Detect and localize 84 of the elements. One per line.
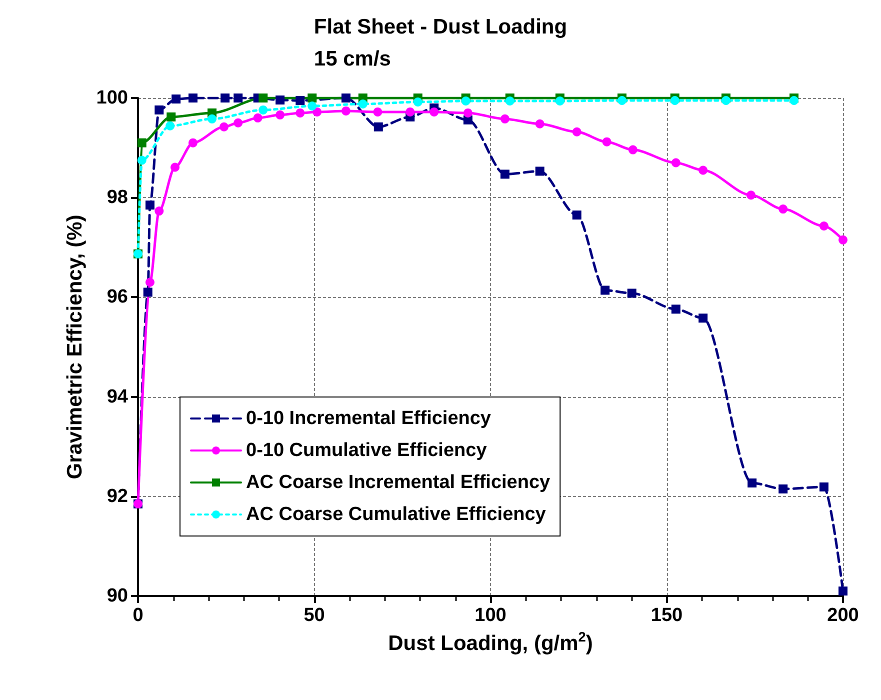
point <box>234 94 243 102</box>
chart-subtitle: 15 cm/s <box>314 48 391 70</box>
point <box>276 110 285 120</box>
point <box>600 286 610 295</box>
point <box>413 97 422 106</box>
point <box>698 314 708 323</box>
point <box>671 304 680 314</box>
point <box>500 114 510 124</box>
x-tick-label: 50 <box>304 605 325 626</box>
point <box>819 482 828 492</box>
point <box>748 478 757 488</box>
point <box>258 94 268 102</box>
point <box>628 145 638 154</box>
point <box>572 127 582 136</box>
point <box>778 484 788 494</box>
point <box>341 94 350 102</box>
point <box>838 235 848 244</box>
point <box>505 96 514 106</box>
point <box>296 108 305 118</box>
point <box>308 94 317 102</box>
point <box>154 206 164 216</box>
point <box>838 586 848 596</box>
point <box>670 96 680 105</box>
point <box>308 101 317 110</box>
point <box>296 96 305 105</box>
y-tick-label: 98 <box>106 187 128 208</box>
x-tick-label: 100 <box>474 605 506 626</box>
point <box>819 221 828 230</box>
point <box>778 204 788 214</box>
y-tick-label: 94 <box>106 386 128 408</box>
point <box>671 158 680 168</box>
point <box>220 94 230 102</box>
y-tick-label: 90 <box>106 586 128 606</box>
point <box>602 137 612 146</box>
point <box>535 119 544 128</box>
point <box>746 190 756 200</box>
x-tick-label: 150 <box>650 605 683 626</box>
point <box>143 288 152 297</box>
point <box>253 113 262 122</box>
point <box>341 106 350 116</box>
point <box>461 96 470 106</box>
x-tick-label: 0 <box>132 605 144 626</box>
point <box>208 114 217 124</box>
point <box>166 112 176 122</box>
y-axis-title: Gravimetric Efficiency, (%) <box>63 214 86 480</box>
point <box>406 107 415 116</box>
point <box>220 122 229 132</box>
point <box>312 107 322 116</box>
point <box>555 96 564 106</box>
point <box>535 166 544 176</box>
legend-label: 0-10 Incremental Efficiency <box>246 408 492 429</box>
legend-label: AC Coarse Cumulative Efficiency <box>246 504 546 525</box>
point <box>463 108 472 118</box>
point <box>154 105 164 114</box>
point <box>721 96 730 105</box>
legend-label: AC Coarse Incremental Efficiency <box>246 472 551 493</box>
point <box>188 138 198 148</box>
y-tick-label: 92 <box>106 486 128 507</box>
legend-label: 0-10 Cumulative Efficiency <box>246 440 488 461</box>
point <box>500 170 510 179</box>
point <box>358 99 368 108</box>
x-tick-label: 200 <box>827 605 859 626</box>
point <box>430 107 439 116</box>
point <box>188 94 198 102</box>
point <box>170 162 180 172</box>
point <box>145 278 154 287</box>
point <box>374 122 383 132</box>
point <box>172 94 181 104</box>
point <box>373 107 382 116</box>
point <box>166 121 175 130</box>
point <box>790 96 799 105</box>
point <box>234 118 243 128</box>
y-tick-label: 96 <box>106 286 128 308</box>
point <box>137 138 146 148</box>
point <box>698 166 708 175</box>
y-tick-label: 100 <box>96 88 128 108</box>
point <box>137 156 146 165</box>
point <box>617 96 626 105</box>
point <box>572 210 582 220</box>
chart-title: Flat Sheet - Dust Loading <box>314 16 568 38</box>
point <box>145 200 154 210</box>
point <box>276 95 285 104</box>
point <box>627 288 636 298</box>
point <box>258 105 268 114</box>
